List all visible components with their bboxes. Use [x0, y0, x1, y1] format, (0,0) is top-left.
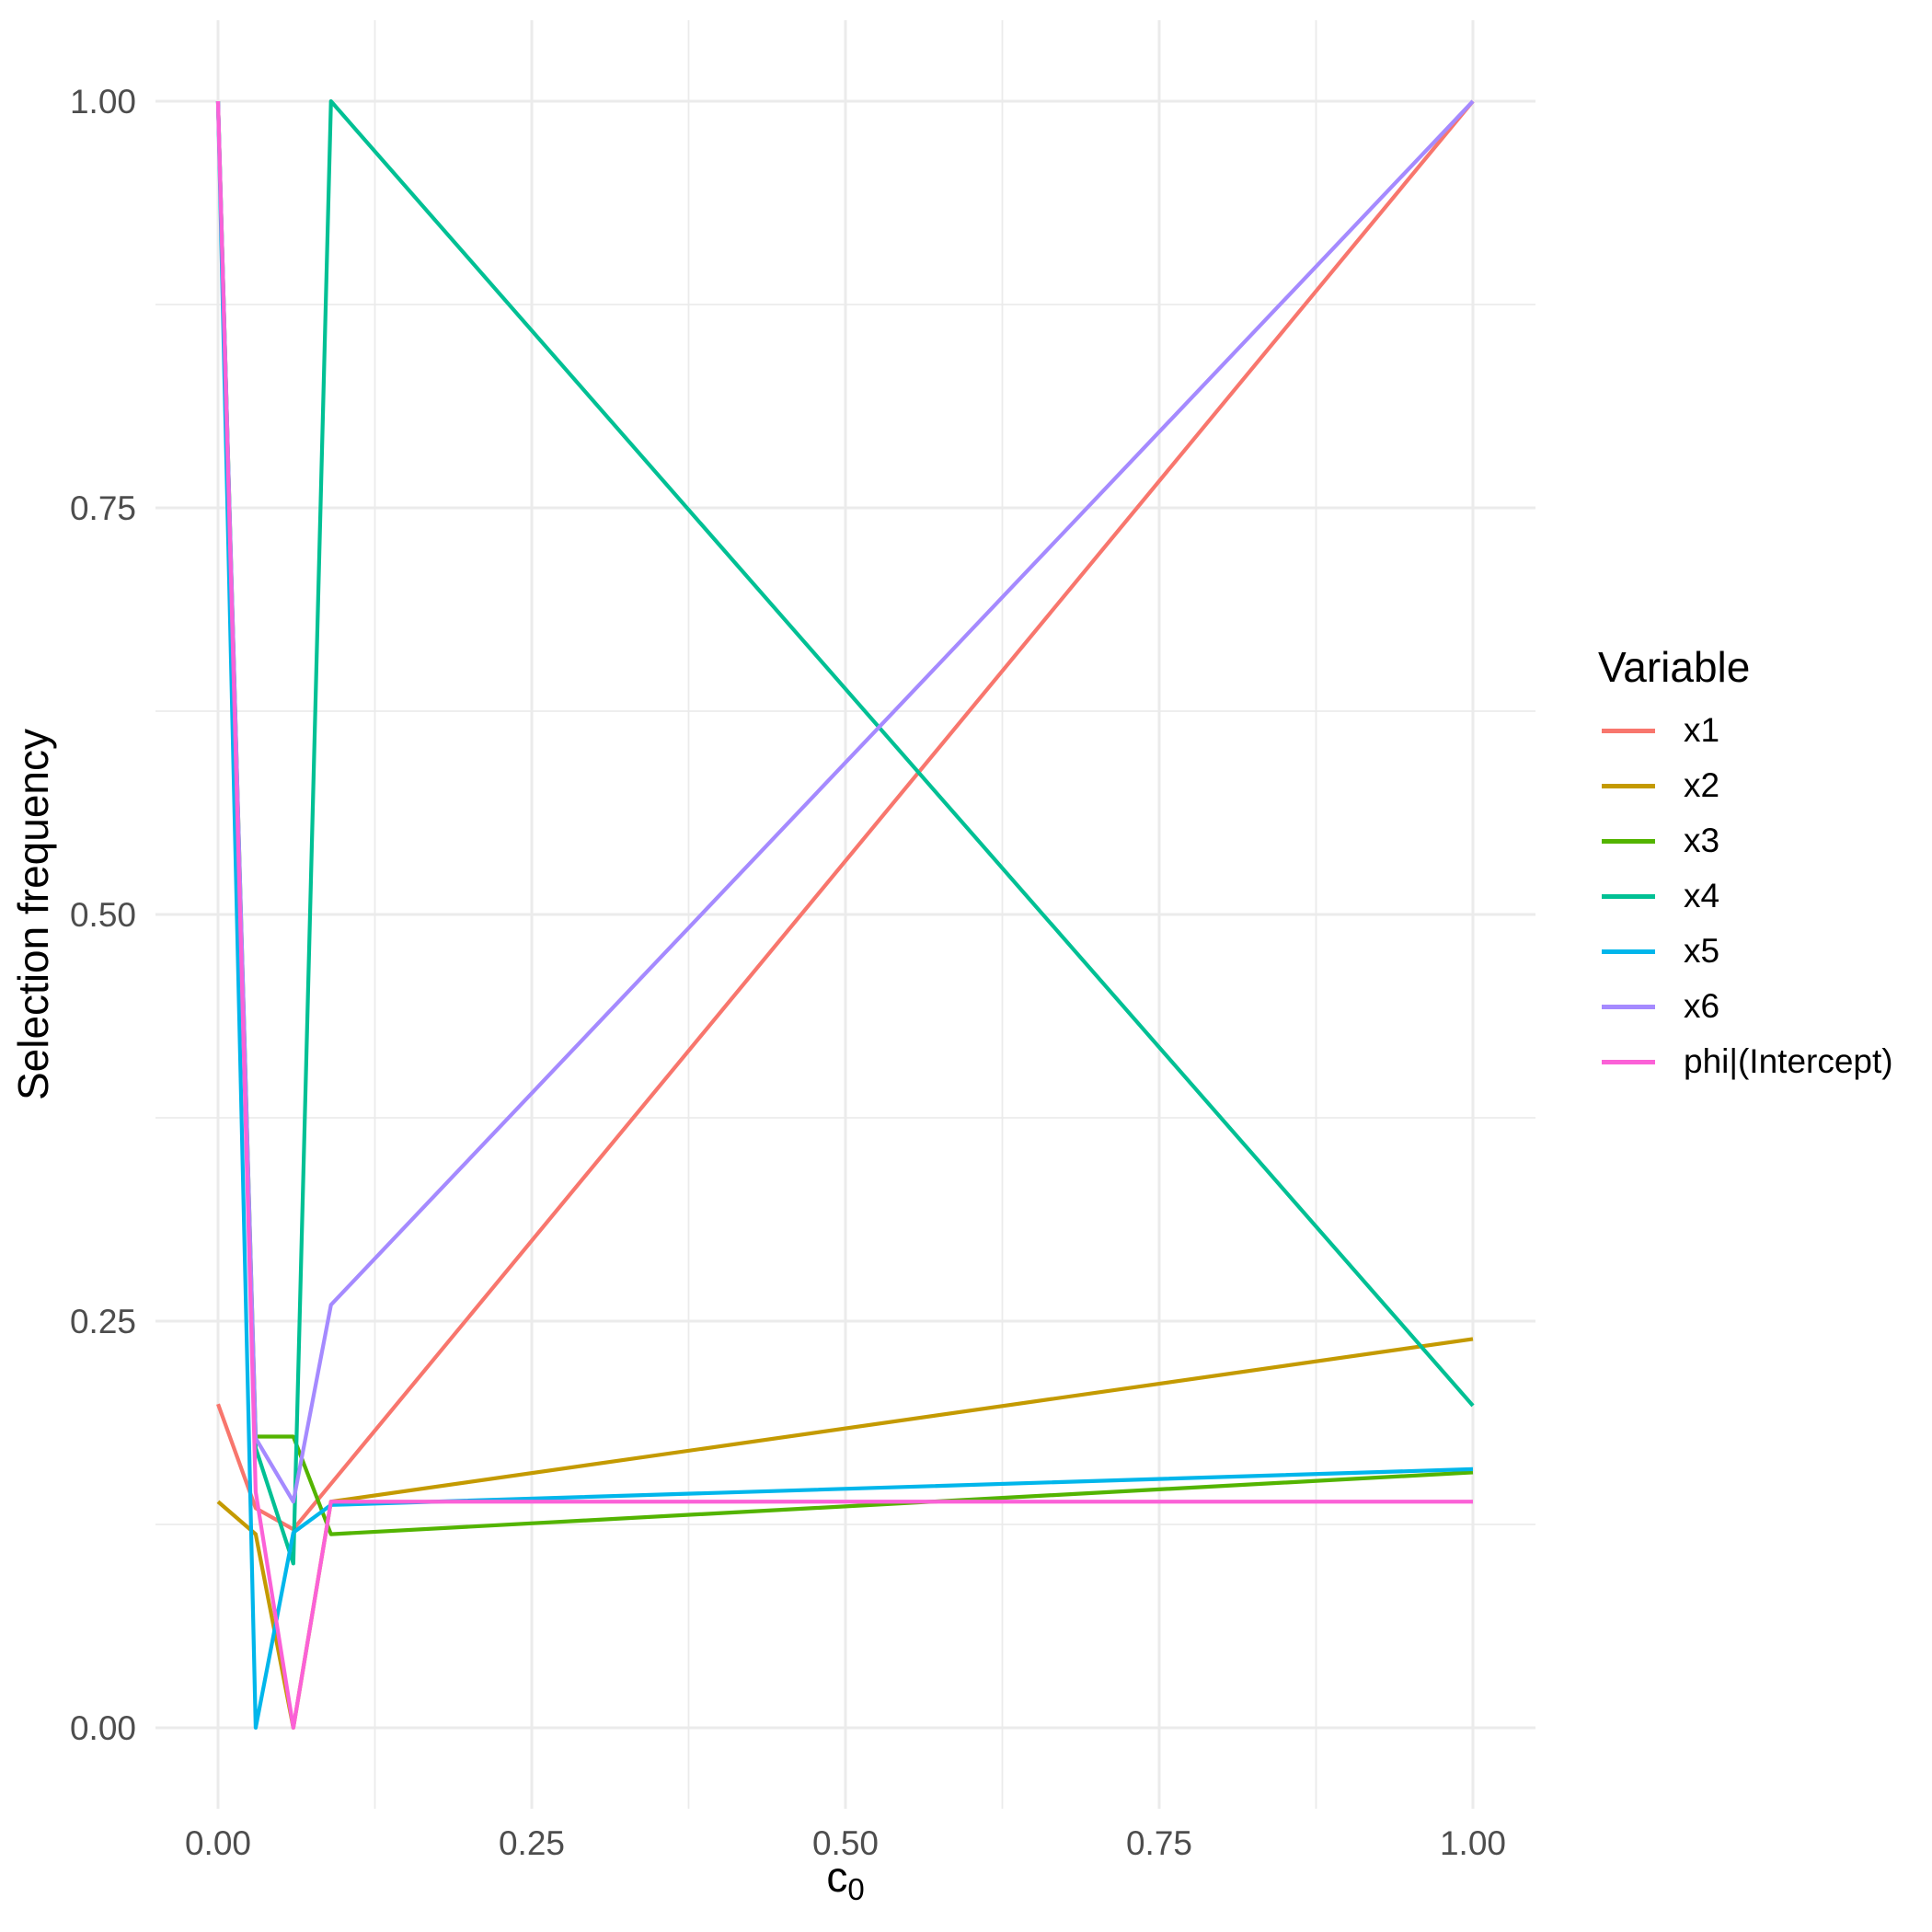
legend-label-x4: x4 — [1684, 877, 1720, 914]
legend-label-x6: x6 — [1684, 987, 1720, 1025]
legend-key-line-x2 — [1602, 783, 1655, 788]
x-tick-label: 0.25 — [499, 1824, 565, 1862]
series-line-x5 — [215, 100, 1474, 1731]
legend-key-line-x5 — [1602, 949, 1655, 954]
y-tick-label: 0.00 — [70, 1709, 136, 1747]
legend-item-x6: x6 — [1598, 979, 1893, 1034]
legend-label-x1: x1 — [1684, 711, 1720, 749]
legend-title: Variable — [1598, 643, 1751, 691]
legend-entries: x1 x2 x3 x4 x5 x6 phi|(Intercept) — [1598, 703, 1893, 1089]
legend-label-phi-intercept: phi|(Intercept) — [1684, 1042, 1893, 1080]
x-tick-label: 1.00 — [1440, 1824, 1506, 1862]
legend-key-line-x3 — [1602, 838, 1655, 844]
x-tick-label: 0.00 — [185, 1824, 251, 1862]
legend-key-line-phi-intercept — [1602, 1059, 1655, 1064]
legend-item-x2: x2 — [1598, 758, 1893, 813]
legend-item-x1: x1 — [1598, 703, 1893, 758]
y-axis-title: Selection frequency — [9, 729, 57, 1100]
legend: Variable x1 x2 x3 x4 x5 x6 phi|(Intercept) — [1598, 644, 1893, 1089]
legend-key-line-x6 — [1602, 1004, 1655, 1009]
y-tick-label: 0.50 — [70, 896, 136, 934]
legend-item-phi-intercept: phi|(Intercept) — [1598, 1034, 1893, 1089]
legend-key-line-x1 — [1602, 728, 1655, 733]
legend-item-x4: x4 — [1598, 868, 1893, 924]
x-axis-title-subscript: 0 — [847, 1872, 864, 1906]
x-tick-label: 0.75 — [1126, 1824, 1192, 1862]
legend-key-line-x4 — [1602, 893, 1655, 899]
y-tick-label: 0.25 — [70, 1303, 136, 1340]
x-tick-label: 0.50 — [812, 1824, 879, 1862]
legend-item-x3: x3 — [1598, 813, 1893, 868]
legend-label-x2: x2 — [1684, 766, 1720, 804]
series-line-phi-intercept — [215, 100, 1473, 1731]
y-tick-label: 0.75 — [70, 489, 136, 527]
legend-label-x3: x3 — [1684, 822, 1720, 859]
legend-label-x5: x5 — [1684, 932, 1720, 970]
legend-item-x5: x5 — [1598, 924, 1893, 979]
y-tick-label: 1.00 — [70, 83, 136, 121]
